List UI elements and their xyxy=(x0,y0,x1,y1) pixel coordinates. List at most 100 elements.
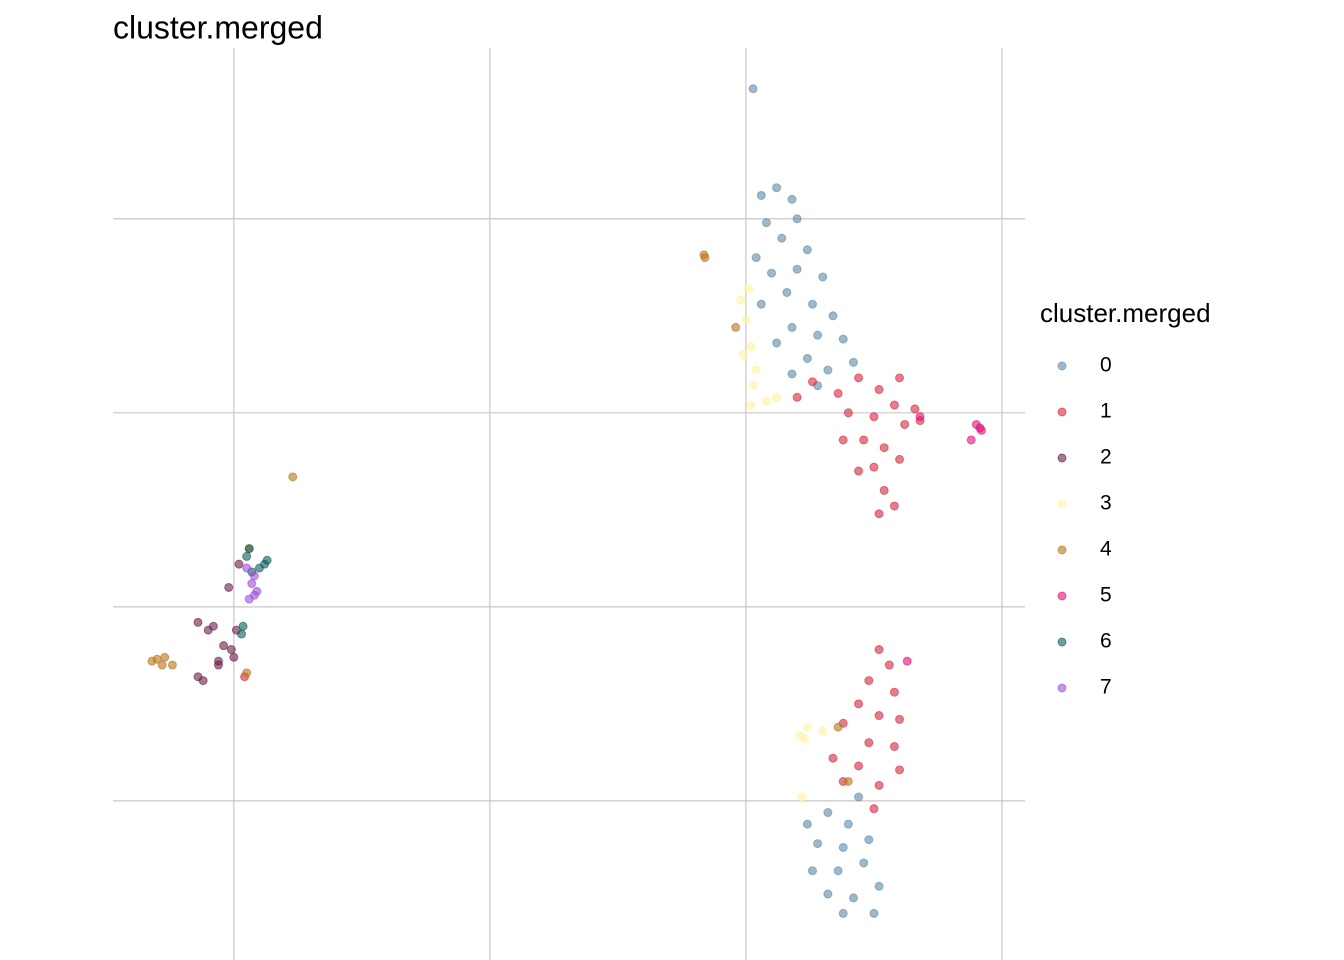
chart-title: cluster.merged xyxy=(113,9,323,45)
point xyxy=(242,668,252,678)
point xyxy=(219,641,229,651)
point xyxy=(226,645,236,655)
point xyxy=(807,377,817,387)
point xyxy=(843,776,853,786)
point xyxy=(787,194,797,204)
point xyxy=(147,656,157,666)
legend-label: 2 xyxy=(1100,446,1112,469)
point xyxy=(787,369,797,379)
point xyxy=(902,656,912,666)
point xyxy=(193,672,203,682)
point xyxy=(838,435,848,445)
point xyxy=(807,299,817,309)
legend-marker xyxy=(1057,545,1067,555)
point xyxy=(879,443,889,453)
legend-marker xyxy=(1057,499,1067,509)
point xyxy=(792,392,802,402)
point xyxy=(828,311,838,321)
point xyxy=(756,299,766,309)
point xyxy=(976,425,986,435)
point xyxy=(160,652,170,662)
point xyxy=(234,559,244,569)
legend-marker xyxy=(1057,591,1067,601)
point xyxy=(889,742,899,752)
point xyxy=(848,357,858,367)
point xyxy=(802,353,812,363)
point xyxy=(915,412,925,422)
points xyxy=(147,84,986,918)
point xyxy=(787,322,797,332)
point xyxy=(229,652,239,662)
point xyxy=(895,454,905,464)
point xyxy=(854,466,864,476)
point xyxy=(895,765,905,775)
legend-label: 5 xyxy=(1100,584,1112,607)
point xyxy=(833,388,843,398)
point xyxy=(237,629,247,639)
point xyxy=(889,687,899,697)
point xyxy=(738,350,748,360)
legend-label: 1 xyxy=(1100,400,1112,423)
point xyxy=(772,183,782,193)
point xyxy=(823,365,833,375)
point xyxy=(869,804,879,814)
point xyxy=(900,419,910,429)
point xyxy=(751,253,761,263)
point xyxy=(736,295,746,305)
legend-label: 7 xyxy=(1100,676,1112,699)
point xyxy=(895,373,905,383)
point xyxy=(854,761,864,771)
point xyxy=(772,392,782,402)
point xyxy=(848,893,858,903)
point xyxy=(792,214,802,224)
point xyxy=(889,501,899,511)
point xyxy=(288,472,298,482)
point xyxy=(823,808,833,818)
point xyxy=(874,645,884,655)
point xyxy=(748,84,758,94)
legend-marker xyxy=(1057,361,1067,371)
point xyxy=(802,722,812,732)
point xyxy=(238,621,248,631)
legend-title: cluster.merged xyxy=(1040,298,1211,328)
legend-marker xyxy=(1057,637,1067,647)
point xyxy=(813,839,823,849)
point xyxy=(869,462,879,472)
point xyxy=(254,563,264,573)
point xyxy=(838,334,848,344)
legend-marker xyxy=(1057,683,1067,693)
point xyxy=(818,272,828,282)
point xyxy=(767,268,777,278)
point xyxy=(242,551,252,561)
point xyxy=(823,889,833,899)
point xyxy=(859,858,869,868)
point xyxy=(807,866,817,876)
point xyxy=(813,330,823,340)
point xyxy=(247,579,257,589)
point xyxy=(838,908,848,918)
point xyxy=(792,264,802,274)
point xyxy=(749,381,759,391)
point xyxy=(782,287,792,297)
point xyxy=(874,780,884,790)
legend-label: 6 xyxy=(1100,630,1112,653)
point xyxy=(761,396,771,406)
point xyxy=(157,660,167,670)
point xyxy=(224,582,234,592)
grid xyxy=(113,48,1025,960)
point xyxy=(869,908,879,918)
point xyxy=(833,722,843,732)
point xyxy=(731,322,741,332)
point xyxy=(743,284,753,294)
point xyxy=(772,338,782,348)
point xyxy=(741,315,751,325)
point xyxy=(700,253,710,263)
point xyxy=(761,218,771,228)
point xyxy=(746,400,756,410)
point xyxy=(864,738,874,748)
legend-marker xyxy=(1057,453,1067,463)
point xyxy=(854,373,864,383)
point xyxy=(800,734,810,744)
legend-label: 0 xyxy=(1100,354,1112,377)
